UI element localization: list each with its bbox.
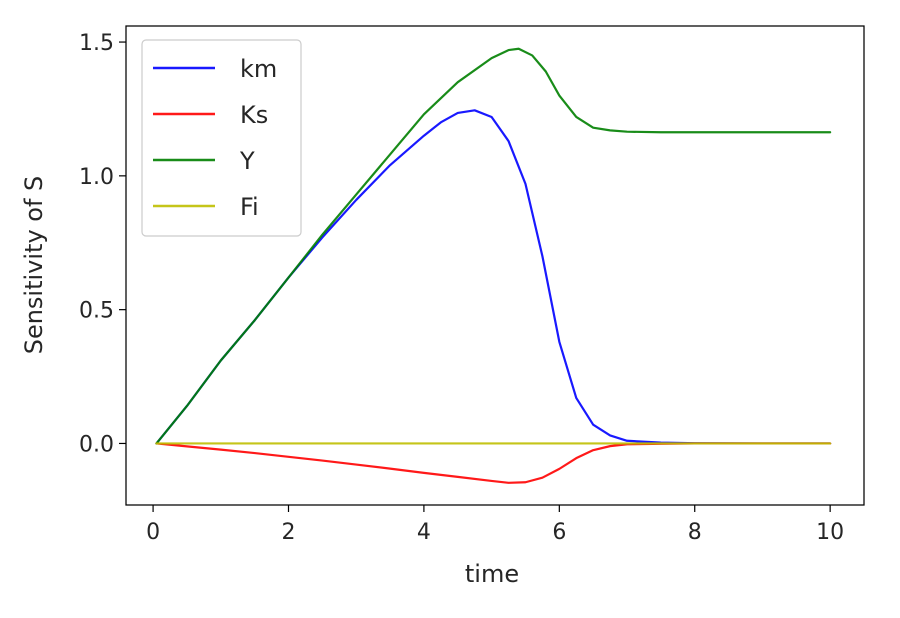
x-tick-label: 8 [688,520,702,545]
x-axis: 0 2 4 6 8 10 [146,505,844,545]
y-tick-label: 0.5 [79,299,114,324]
y-axis: 0.0 0.5 1.0 1.5 [79,31,126,457]
legend-label-fi: Fi [240,193,259,221]
x-tick-label: 10 [816,520,844,545]
y-axis-title: Sensitivity of S [20,176,48,355]
legend: km Ks Y Fi [141,39,302,237]
series-line-y [155,47,832,445]
legend-frame [141,39,302,237]
x-axis-title: time [465,560,519,588]
legend-label-ks: Ks [240,101,268,129]
x-tick-label: 0 [146,520,160,545]
plot-frame [125,25,865,506]
x-tick-label: 4 [417,520,431,545]
y-tick-label: 0.0 [79,432,114,457]
legend-label-km: km [240,55,277,83]
series-layer [155,47,832,484]
y-tick-label: 1.5 [79,31,114,56]
legend-label-y: Y [239,147,255,175]
y-tick-label: 1.0 [79,165,114,190]
x-tick-label: 6 [552,520,566,545]
x-tick-label: 2 [281,520,295,545]
